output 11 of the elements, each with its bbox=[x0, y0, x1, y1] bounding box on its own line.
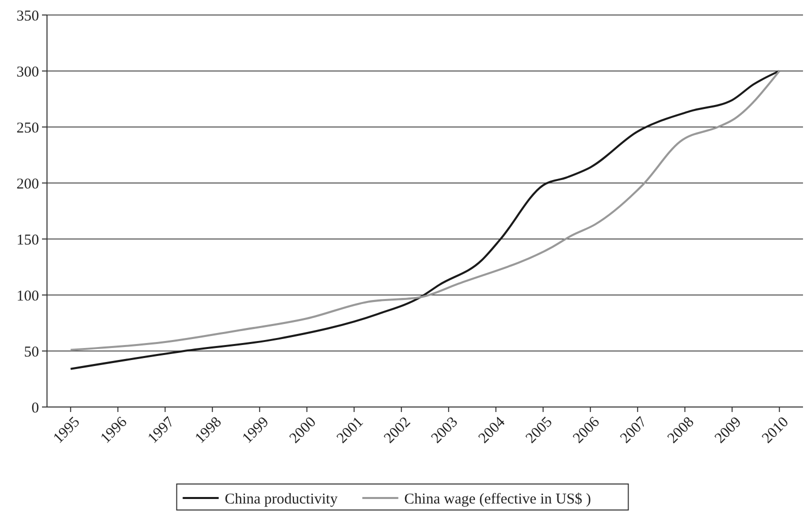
legend-label: China productivity bbox=[224, 491, 338, 508]
y-tick-label: 50 bbox=[24, 344, 39, 360]
y-tick-label: 100 bbox=[16, 288, 39, 304]
y-tick-label: 150 bbox=[16, 232, 39, 248]
x-tick-label: 1999 bbox=[240, 414, 272, 447]
y-tick-label: 350 bbox=[16, 8, 39, 24]
y-tick-label: 250 bbox=[16, 120, 39, 136]
y-tick-label: 0 bbox=[32, 400, 39, 416]
y-tick-label: 300 bbox=[16, 64, 39, 80]
y-tick-label: 200 bbox=[16, 176, 39, 192]
legend-label: China wage (effective in US$ ) bbox=[404, 491, 592, 508]
